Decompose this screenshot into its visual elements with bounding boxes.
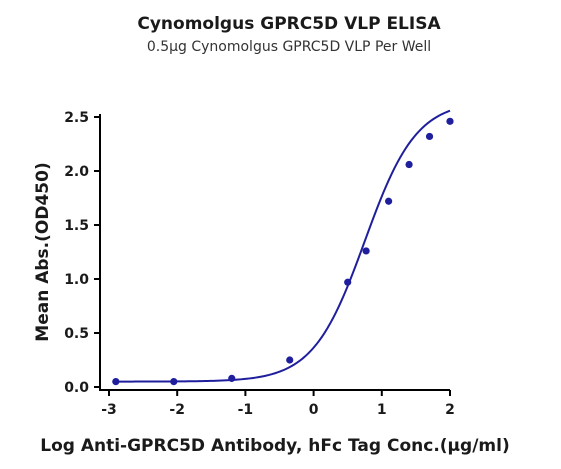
data-point [170, 378, 178, 386]
x-tick-label: -1 [238, 402, 254, 418]
x-tick-label: -2 [169, 402, 185, 418]
chart-subtitle: 0.5µg Cynomolgus GPRC5D VLP Per Well [147, 39, 431, 55]
x-tick-label: -3 [101, 402, 117, 418]
x-tick-label: 0 [309, 402, 319, 418]
data-point [228, 374, 236, 382]
x-axis-ticks: -3 -2 -1 0 1 2 [101, 390, 455, 418]
y-tick-label: 1.5 [64, 218, 89, 234]
x-axis-label: Log Anti-GPRC5D Antibody, hFc Tag Conc.(… [40, 436, 510, 456]
y-axis-ticks: 0.0 0.5 1.0 1.5 2.0 2.5 [64, 110, 100, 396]
data-point [385, 197, 393, 205]
x-tick-label: 2 [445, 402, 455, 418]
data-point [446, 117, 454, 125]
data-points [112, 117, 454, 386]
data-point [344, 278, 352, 286]
chart-title: Cynomolgus GPRC5D VLP ELISA [137, 14, 441, 34]
data-point [112, 378, 120, 386]
fit-curve [115, 109, 451, 383]
y-tick-label: 1.0 [64, 272, 89, 288]
data-point [362, 247, 370, 255]
y-tick-label: 2.0 [64, 164, 89, 180]
data-point [425, 132, 434, 141]
x-tick-label: 1 [377, 402, 387, 418]
y-tick-label: 0.5 [64, 326, 89, 342]
y-tick-label: 2.5 [64, 110, 89, 126]
data-point [405, 160, 413, 169]
y-tick-label: 0.0 [64, 380, 89, 396]
y-axis-label: Mean Abs.(OD450) [33, 162, 53, 341]
data-point [286, 356, 294, 364]
